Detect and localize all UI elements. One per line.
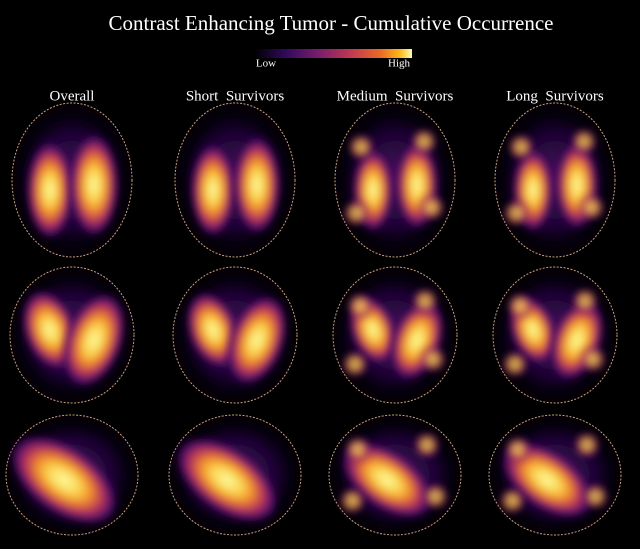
- heat-spot: [343, 352, 367, 377]
- heat-blob: [186, 291, 240, 369]
- heat-spot: [340, 488, 365, 513]
- column-label: Short Survivors: [186, 88, 285, 104]
- colorbar-high: High: [388, 58, 411, 70]
- heat-spot: [344, 201, 369, 225]
- heat-blob: [26, 140, 74, 240]
- colorbar-low: Low: [256, 58, 276, 70]
- brain-panel: [5, 414, 139, 536]
- heat-spot: [414, 433, 439, 457]
- column-label: Overall: [50, 88, 95, 104]
- heat-blob: [9, 434, 119, 526]
- brain-panel: [11, 102, 133, 258]
- heat-spot: [349, 135, 374, 159]
- heat-blob: [190, 143, 236, 237]
- figure-title: Contrast Enhancing Tumor - Cumulative Oc…: [109, 11, 554, 35]
- heat-blob: [69, 133, 119, 237]
- brain-panel: [328, 414, 462, 536]
- heat-spot: [421, 347, 445, 372]
- heat-spot: [345, 437, 370, 462]
- heat-blob: [500, 441, 594, 519]
- heat-spot: [348, 293, 372, 318]
- brain-panel: [332, 266, 458, 404]
- heat-spot: [508, 293, 532, 318]
- heat-spot: [413, 289, 437, 313]
- brain-panel: [334, 102, 456, 258]
- heat-spot: [574, 433, 599, 457]
- brain-panel: [494, 102, 616, 258]
- heat-spot: [572, 129, 597, 154]
- heat-blob: [340, 441, 434, 519]
- heat-blob: [233, 135, 281, 235]
- heat-blob: [175, 437, 279, 523]
- heat-spot: [412, 129, 437, 154]
- column-label: Long Survivors: [506, 88, 604, 104]
- heat-spot: [509, 135, 534, 159]
- colorbar: [255, 49, 412, 58]
- heat-spot: [500, 488, 525, 513]
- heat-spot: [423, 484, 448, 509]
- heat-spot: [419, 195, 444, 220]
- brain-panel: [168, 414, 302, 536]
- heat-spot: [503, 352, 527, 377]
- panels: [5, 102, 622, 536]
- brain-panel: [9, 266, 135, 404]
- heat-blob: [62, 292, 126, 388]
- brain-panel: [172, 266, 298, 404]
- heat-spot: [504, 201, 529, 225]
- heat-blob: [226, 294, 288, 386]
- brain-panel: [174, 102, 296, 258]
- heat-spot: [581, 347, 605, 372]
- column-label: Medium Survivors: [337, 88, 454, 104]
- heat-spot: [573, 289, 597, 313]
- heat-spot: [579, 195, 604, 220]
- heat-spot: [583, 484, 608, 509]
- heat-spot: [505, 437, 530, 462]
- brain-panel: [492, 266, 618, 404]
- brain-panel: [488, 414, 622, 536]
